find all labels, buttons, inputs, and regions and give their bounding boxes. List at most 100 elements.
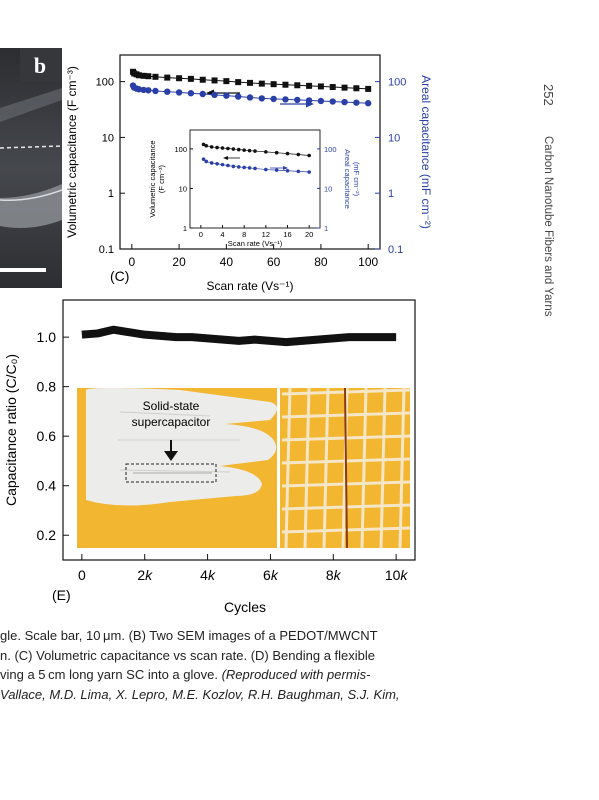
chart-c-inset-ylabel-1: Volumetric capacitance	[148, 140, 157, 217]
chart-c-y-tick-label: 1	[108, 188, 114, 200]
mesh-strand	[303, 387, 311, 549]
chart-c-inset-point	[209, 161, 214, 165]
chart-c-point	[329, 84, 336, 91]
chart-c-inset-point	[242, 165, 246, 170]
chart-c-point	[317, 83, 324, 90]
chart-c-inset-y2-tick-label: 100	[324, 145, 337, 154]
chart-c-point	[140, 86, 147, 94]
chart-c-y2-tick-label: 1	[388, 188, 394, 200]
chart-c-y-tick-label: 100	[96, 77, 114, 89]
chart-e-x-tick-label: 10k	[385, 567, 409, 583]
chart-c-x-tick-label: 60	[267, 255, 281, 269]
chart-c-inset-x-tick-label: 20	[305, 230, 313, 239]
figure-caption: gle. Scale bar, 10 μm. (B) Two SEM image…	[0, 626, 440, 704]
chart-c-inset-point	[242, 148, 246, 152]
chart-c-point	[246, 94, 254, 101]
chart-c-inset-x-tick-label: 12	[262, 230, 270, 239]
chart-c-point	[294, 82, 301, 89]
chart-c: 0 20 40 60 80 100 0.1 1 10 100 0.1 1 10 100 0 4 8 12 16 20…	[65, 54, 433, 293]
chart-c-inset-y-tick-label: 1	[183, 224, 187, 233]
chart-c-point	[353, 85, 360, 92]
chart-c-point	[235, 79, 242, 86]
chart-c-point	[270, 81, 277, 88]
chart-c-inset-point	[226, 163, 230, 168]
chart-c-point	[282, 81, 289, 88]
chart-c-point	[211, 77, 218, 84]
chart-c-point	[329, 98, 336, 105]
chart-c-inset-point	[253, 166, 257, 171]
chart-e-y-tick-label: 0.2	[37, 527, 57, 543]
chart-c-inset-point	[296, 169, 301, 174]
chart-c-inset-series-line	[203, 158, 310, 173]
chart-c-point	[282, 96, 289, 103]
chart-c-inset-point	[307, 153, 311, 158]
chart-c-frame	[119, 54, 381, 250]
chart-e-series-line	[81, 325, 397, 347]
running-title: Carbon Nanotube Fibers and Yarns	[542, 136, 554, 317]
chart-c-point	[247, 79, 253, 86]
caption-line-2: n. (C) Volumetric capacitance vs scan ra…	[0, 647, 376, 663]
chart-c-y2-tick-label: 100	[388, 77, 406, 89]
chart-e-x-tick-label: 4k	[200, 567, 216, 583]
chart-c-inset-point	[201, 157, 206, 161]
chart-c-point	[317, 97, 325, 105]
chart-c-point	[305, 97, 313, 104]
mesh-strand	[322, 387, 330, 549]
chart-e-y-tick-label: 1.0	[37, 329, 57, 345]
chart-c-point	[187, 90, 195, 97]
chart-c-inset-point	[307, 170, 311, 174]
chart-c-inset-series-line	[203, 144, 310, 156]
chart-c-point	[270, 95, 277, 103]
chart-c-inset-x-tick-label: 0	[199, 230, 203, 239]
caption-line-4: Vallace, M.D. Lima, X. Lepro, M.E. Kozlo…	[0, 686, 400, 702]
chart-c-x-tick-label: 80	[314, 255, 328, 269]
chart-c-inset-x-tick-label: 8	[242, 230, 246, 239]
chart-c-inset-point	[285, 151, 290, 156]
chart-c-inset-point	[215, 161, 219, 166]
mesh-strand	[398, 387, 406, 549]
chart-c-point	[294, 96, 301, 104]
chart-c-inset-xlabel: Scan rate (Vs⁻¹)	[228, 239, 283, 248]
page-number: 252	[541, 84, 556, 106]
chart-c-xlabel: Scan rate (Vs⁻¹)	[206, 279, 293, 293]
caption-line-1: gle. Scale bar, 10 μm. (B) Two SEM image…	[0, 628, 378, 643]
yarn-location-box	[125, 463, 217, 483]
chart-c-ylabel: Volumetric capacitance (F cm⁻³)	[65, 66, 79, 238]
chart-c-inset-x-tick-label: 4	[220, 230, 224, 239]
chart-c-x-tick-label: 40	[220, 255, 234, 269]
chart-c-point	[234, 93, 242, 100]
chart-c-point	[176, 75, 183, 82]
chart-e-y-tick-label: 0.4	[37, 478, 57, 494]
chart-c-inset-point	[236, 165, 241, 169]
chart-c-point	[164, 74, 171, 81]
chart-c-y-tick-label: 10	[102, 132, 114, 144]
mesh-strand	[284, 387, 292, 549]
chart-e-xlabel: Cycles	[224, 599, 266, 615]
mesh-yarn	[344, 387, 348, 549]
chart-e-x-tick-label: 8k	[326, 567, 342, 583]
chart-c-y2-tick-label: 0.1	[388, 244, 403, 256]
chart-c-inset-y2-tick-label: 10	[324, 184, 332, 193]
chart-c-inset-point	[215, 145, 219, 150]
chart-e-x-tick-label: 0	[78, 567, 86, 583]
photo-label-line-1: Solid-state	[143, 399, 200, 413]
chart-c-point	[364, 100, 372, 107]
caption-line-3: ving a 5 cm long yarn SC into a glove. (…	[0, 665, 440, 685]
chart-c-inset-y2-tick-label: 1	[324, 224, 328, 233]
scale-bar	[0, 268, 46, 272]
chart-c-point	[365, 85, 372, 92]
chart-c-inset-point	[253, 149, 257, 153]
chart-c-inset-x-tick-label: 16	[283, 230, 291, 239]
chart-c-inset-point	[247, 148, 252, 153]
sem-image: b	[0, 48, 62, 288]
chart-c-point	[175, 89, 183, 96]
chart-c-point	[152, 73, 159, 80]
chart-c-inset-point	[236, 147, 241, 152]
chart-c-panel-label: (C)	[110, 268, 129, 284]
panel-letter-b: b	[34, 53, 46, 78]
chart-c-point	[258, 80, 265, 87]
chart-c-point	[145, 73, 152, 80]
chart-c-inset-y2label-2: (mF cm⁻²)	[352, 162, 361, 197]
chart-c-y2-tick-label: 10	[388, 132, 400, 144]
chart-c-inset-point	[204, 159, 209, 164]
